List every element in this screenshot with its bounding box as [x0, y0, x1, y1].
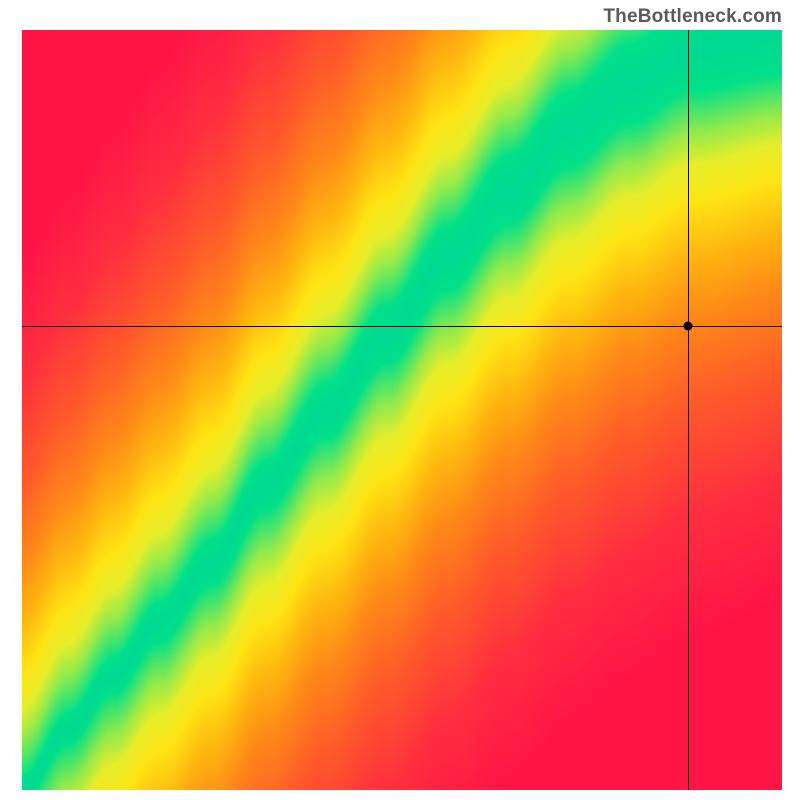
crosshair-horizontal: [22, 326, 782, 327]
heatmap-plot: [22, 30, 782, 790]
crosshair-marker: [684, 322, 693, 331]
heatmap-canvas: [22, 30, 782, 790]
watermark-text: TheBottleneck.com: [603, 6, 782, 28]
crosshair-vertical: [688, 30, 689, 790]
